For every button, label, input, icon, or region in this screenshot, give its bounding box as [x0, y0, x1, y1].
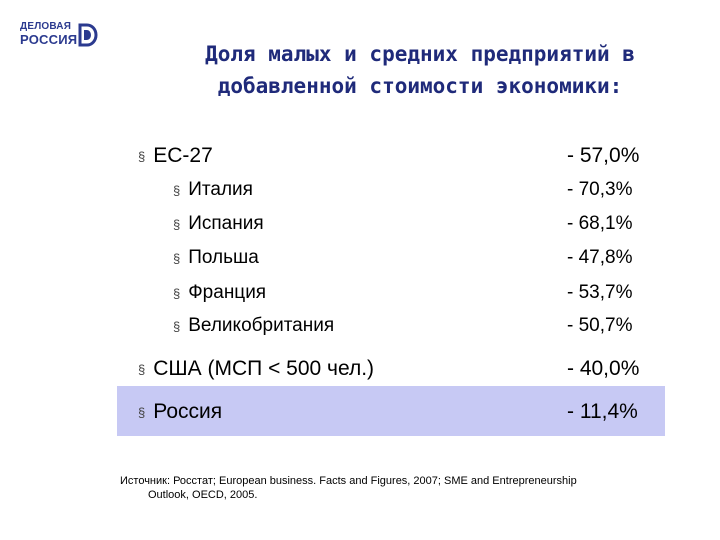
bullet-icon: § [138, 148, 146, 164]
item-value: - 40,0% [567, 357, 640, 380]
list-item: § Польша [173, 241, 259, 275]
item-value: - 68,1% [567, 213, 633, 234]
item-value: - 47,8% [567, 247, 633, 268]
item-label: Италия [188, 179, 253, 200]
item-value-row: - 53,7% [567, 276, 632, 310]
logo: ДЕЛОВАЯ РОССИЯ [20, 21, 98, 49]
list-item: § Франция [173, 276, 266, 310]
logo-line2: РОССИЯ [20, 32, 78, 47]
item-value: - 53,7% [567, 282, 633, 303]
bullet-icon: § [138, 361, 146, 377]
logo-line1: ДЕЛОВАЯ [20, 21, 72, 32]
item-value-row: - 70,3% [567, 173, 632, 207]
item-label: США (МСП < 500 чел.) [153, 357, 375, 380]
item-value-row: - 40,0% [567, 352, 639, 386]
source-line1: Источник: Росстат; European business. Fa… [120, 475, 577, 487]
item-value: - 57,0% [567, 144, 640, 167]
item-value: - 11,4% [567, 400, 638, 423]
item-value-row: - 50,7% [567, 309, 632, 343]
item-value-row: - 11,4% [567, 395, 638, 429]
page-title: Доля малых и средних предприятий в добав… [130, 38, 710, 102]
bullet-icon: § [173, 182, 181, 198]
item-value-row: - 57,0% [567, 139, 639, 173]
list-item-highlighted: § Россия [138, 395, 222, 429]
bullet-icon: § [173, 318, 181, 334]
list-item: § Испания [173, 207, 264, 241]
logo-d-icon [78, 23, 98, 47]
bullet-icon: § [173, 250, 181, 266]
item-label: Польша [188, 247, 259, 268]
source-note: Источник: Росстат; European business. Fa… [120, 474, 640, 502]
item-label: Испания [188, 213, 264, 234]
logo-text: ДЕЛОВАЯ РОССИЯ [20, 21, 77, 47]
source-line2: Outlook, OECD, 2005. [148, 489, 258, 501]
title-line1: Доля малых и средних предприятий в [205, 42, 635, 66]
title-line2: добавленной стоимости экономики: [217, 74, 623, 98]
bullet-icon: § [173, 216, 181, 232]
list-item: § Великобритания [173, 309, 334, 343]
bullet-icon: § [173, 285, 181, 301]
list-item: § США (МСП < 500 чел.) [138, 352, 374, 386]
item-value-row: - 47,8% [567, 241, 632, 275]
item-label: Великобритания [188, 315, 335, 336]
list-item: § ЕС-27 [138, 139, 213, 173]
highlight-band [117, 386, 665, 436]
item-value: - 70,3% [567, 179, 633, 200]
list-item: § Италия [173, 173, 253, 207]
item-value-row: - 68,1% [567, 207, 632, 241]
bullet-icon: § [138, 404, 146, 420]
item-label: ЕС-27 [153, 144, 213, 167]
item-label: Франция [188, 282, 267, 303]
item-value: - 50,7% [567, 315, 633, 336]
item-label: Россия [153, 400, 223, 423]
